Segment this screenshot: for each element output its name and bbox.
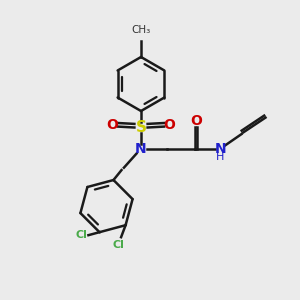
Text: Cl: Cl <box>112 240 124 250</box>
Text: O: O <box>106 118 119 132</box>
Text: O: O <box>164 118 175 132</box>
Text: O: O <box>190 114 202 128</box>
Text: Cl: Cl <box>76 230 87 240</box>
Text: N: N <box>135 142 147 156</box>
Text: H: H <box>216 152 225 163</box>
Text: N: N <box>215 142 226 156</box>
Text: S: S <box>136 120 146 135</box>
Text: CH₃: CH₃ <box>131 26 151 35</box>
